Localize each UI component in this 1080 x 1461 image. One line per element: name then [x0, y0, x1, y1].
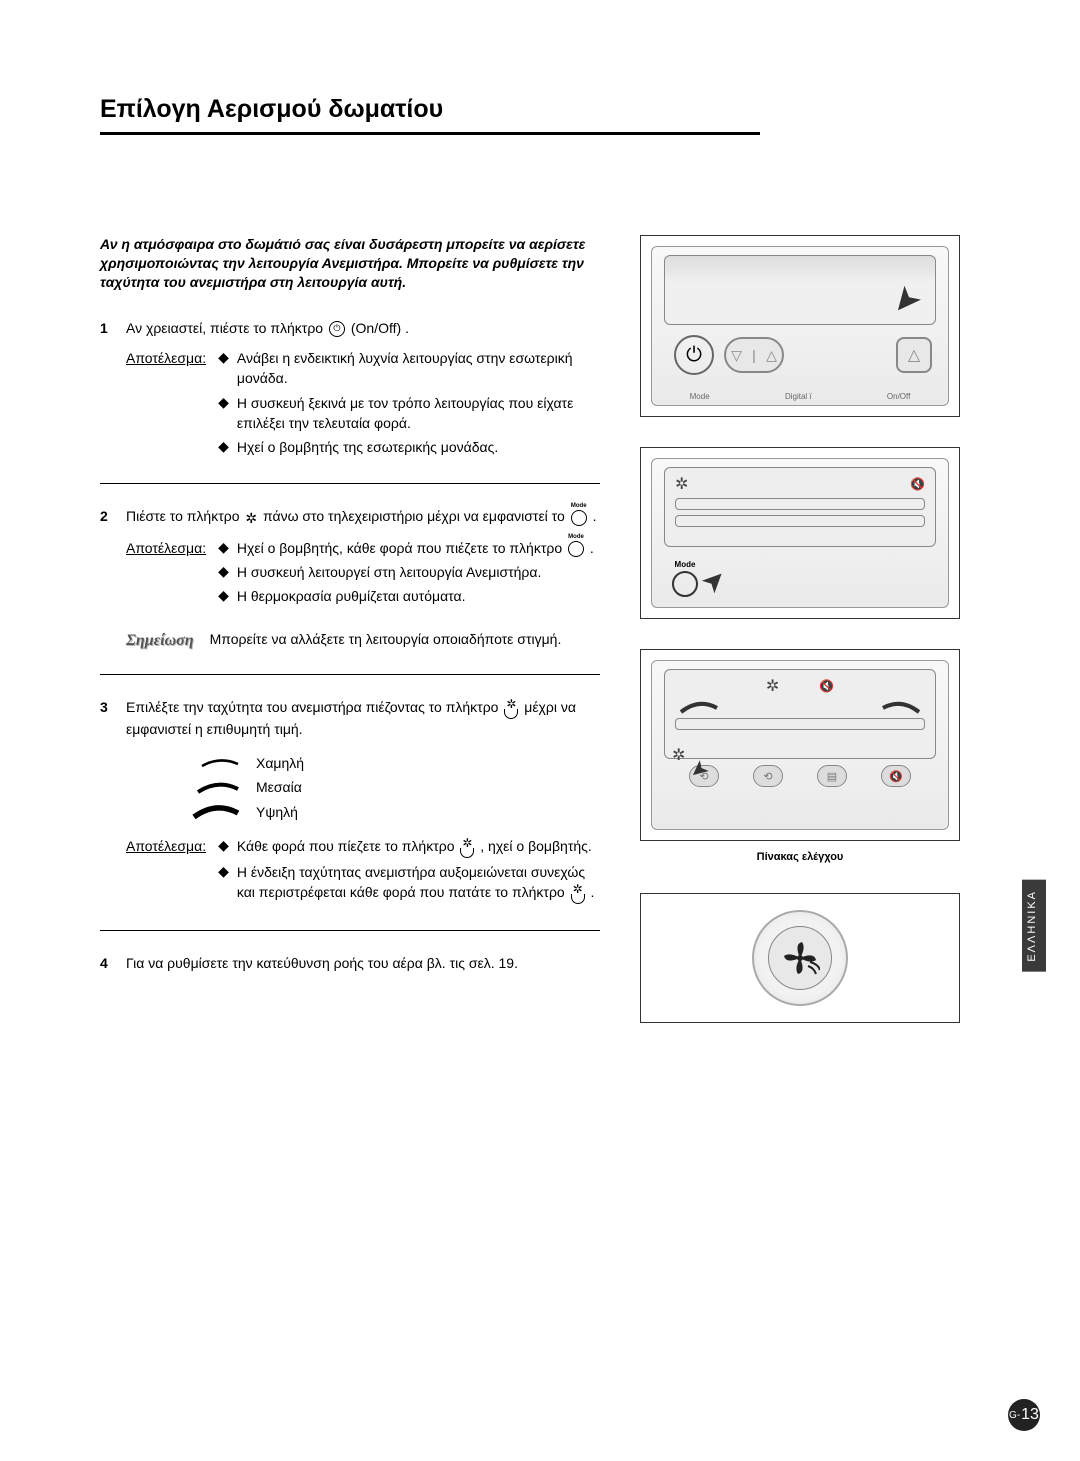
step3-result-a2: , ηχεί ο βομβητής. [480, 838, 592, 854]
step2-text-a: Πιέστε το πλήκτρο [126, 508, 240, 524]
page-num-value: 13 [1021, 1406, 1039, 1424]
lcd-fan-icon: ✲ [766, 676, 779, 696]
step1-result-1: Η συσκευή ξεκινά με τον τρόπο λειτουργία… [237, 393, 600, 434]
remote1-mode-label: Mode [690, 392, 710, 401]
panel-caption: Πίνακας ελέγχου [640, 851, 960, 863]
step-1: 1 Αν χρειαστεί, πιέστε το πλήκτρο ⏻ (On/… [100, 318, 600, 485]
result-label: Αποτέλεσμα: [126, 538, 206, 611]
step2-result-0-suffix: . [590, 540, 594, 556]
step2-result-1: Η συσκευή λειτουργεί στη λειτουργία Ανεμ… [237, 562, 542, 582]
remote-illustration-2: ✲ 🔇 Mode ➤ [640, 447, 960, 619]
step2-text-b: πάνω στο τηλεχειριστήριο μέχρι να εμφανι… [263, 508, 565, 524]
swoosh-left-icon [679, 700, 719, 714]
step1-text-a: Αν χρειαστεί, πιέστε το πλήκτρο [126, 320, 323, 336]
power-icon: ⏻ [329, 321, 345, 337]
fan-button-icon: ✲ [571, 883, 585, 904]
step3-text-a: Επιλέξτε την ταχύτητα του ανεμιστήρα πιέ… [126, 699, 498, 715]
fan-high-icon [190, 805, 240, 819]
step3-result-a: Κάθε φορά που πίεζετε το πλήκτρο [237, 838, 455, 854]
remote1-digital-label: Digital ї [785, 392, 812, 401]
step3-result-b: Η ένδειξη ταχύτητας ανεμιστήρα αυξομειών… [237, 864, 585, 900]
step4-text: Για να ρυθμίσετε την κατεύθυνση ροής του… [126, 953, 600, 973]
step1-result-2: Ηχεί ο βομβητής της εσωτερικής μονάδας. [237, 437, 498, 457]
panel-fan-icon [768, 926, 832, 990]
fan-low-icon [190, 758, 240, 768]
fan-high-label: Υψηλή [256, 802, 298, 822]
fan-icon: ✲ [245, 508, 257, 528]
fan-icon: ✲ [672, 745, 685, 765]
fan-med-icon [190, 782, 240, 794]
result-label: Αποτέλεσμα: [126, 348, 206, 461]
control-panel-illustration [640, 893, 960, 1023]
bullet-icon: ◆ [218, 862, 229, 904]
bullet-icon: ◆ [218, 393, 229, 434]
note-label: Σημείωση [126, 629, 194, 652]
bullet-icon: ◆ [218, 562, 229, 582]
step2-note: Μπορείτε να αλλάξετε τη λειτουργία οποια… [210, 629, 562, 649]
onoff-button-icon: △ [896, 337, 932, 373]
step-num: 2 [100, 506, 116, 527]
fan-button-icon: ✲ [460, 837, 474, 858]
bullet-icon: ◆ [218, 836, 229, 858]
lcd-speaker-icon: 🔇 [819, 679, 834, 693]
remote-illustration-3: ✲🔇 ✲ ➤ ⟲ ⟲ ▤ 🔇 [640, 649, 960, 841]
temp-rocker-icon: ▽|△ [724, 337, 784, 373]
fan-low-label: Χαμηλή [256, 753, 304, 773]
step1-text-b: (On/Off) . [351, 320, 409, 336]
bullet-icon: ◆ [218, 348, 229, 389]
page-title: Επίλογη Αερισμού δωματίου [100, 95, 760, 124]
step2-result-2: Η θερμοκρασία ρυθμίζεται αυτόματα. [237, 586, 466, 606]
page-number: G-13 [1008, 1399, 1040, 1431]
arrow-icon: ➤ [694, 561, 734, 601]
step-3: 3 Επιλέξτε την ταχύτητα του ανεμιστήρα π… [100, 697, 600, 931]
power-button-icon: ⏻ [674, 335, 714, 375]
swoosh-right-icon [881, 700, 921, 714]
mode-icon [571, 510, 587, 526]
step3-result-b2: . [591, 884, 595, 900]
step2-text-c: . [593, 508, 597, 524]
step-4: 4 Για να ρυθμίσετε την κατεύθυνση ροής τ… [100, 953, 600, 995]
bullet-icon: ◆ [218, 586, 229, 606]
page-prefix: G- [1009, 1410, 1020, 1421]
btn-2-icon: ⟲ [753, 765, 783, 787]
fan-med-label: Μεσαία [256, 777, 302, 797]
lcd-fan-icon: ✲ [675, 474, 688, 494]
step-2: 2 Πιέστε το πλήκτρο ✲ πάνω στο τηλεχειρι… [100, 506, 600, 675]
result-label: Αποτέλεσμα: [126, 836, 206, 908]
remote-illustration-1: ➤ ⏻ ▽|△ △ Mode Digital ї On/Off [640, 235, 960, 417]
btn-3-icon: ▤ [817, 765, 847, 787]
mode-icon [568, 541, 584, 557]
language-tab: ΕΛΛΗΝΙΚΑ [1022, 880, 1046, 972]
remote2-mode-label: Mode [675, 560, 696, 569]
step2-result-0: Ηχεί ο βομβητής, κάθε φορά που πιέζετε τ… [237, 540, 562, 556]
step1-result-0: Ανάβει η ενδεικτική λυχνία λειτουργίας σ… [237, 348, 600, 389]
bullet-icon: ◆ [218, 437, 229, 457]
lcd-speaker-icon: 🔇 [910, 477, 925, 491]
step-num: 3 [100, 697, 116, 739]
step-num: 4 [100, 953, 116, 973]
step-num: 1 [100, 318, 116, 338]
btn-4-icon: 🔇 [881, 765, 911, 787]
bullet-icon: ◆ [218, 538, 229, 558]
remote1-onoff-label: On/Off [887, 392, 910, 401]
fan-button-icon: ✲ [504, 698, 518, 719]
intro-text: Αν η ατμόσφαιρα στο δωμάτιό σας είναι δυ… [100, 235, 600, 292]
